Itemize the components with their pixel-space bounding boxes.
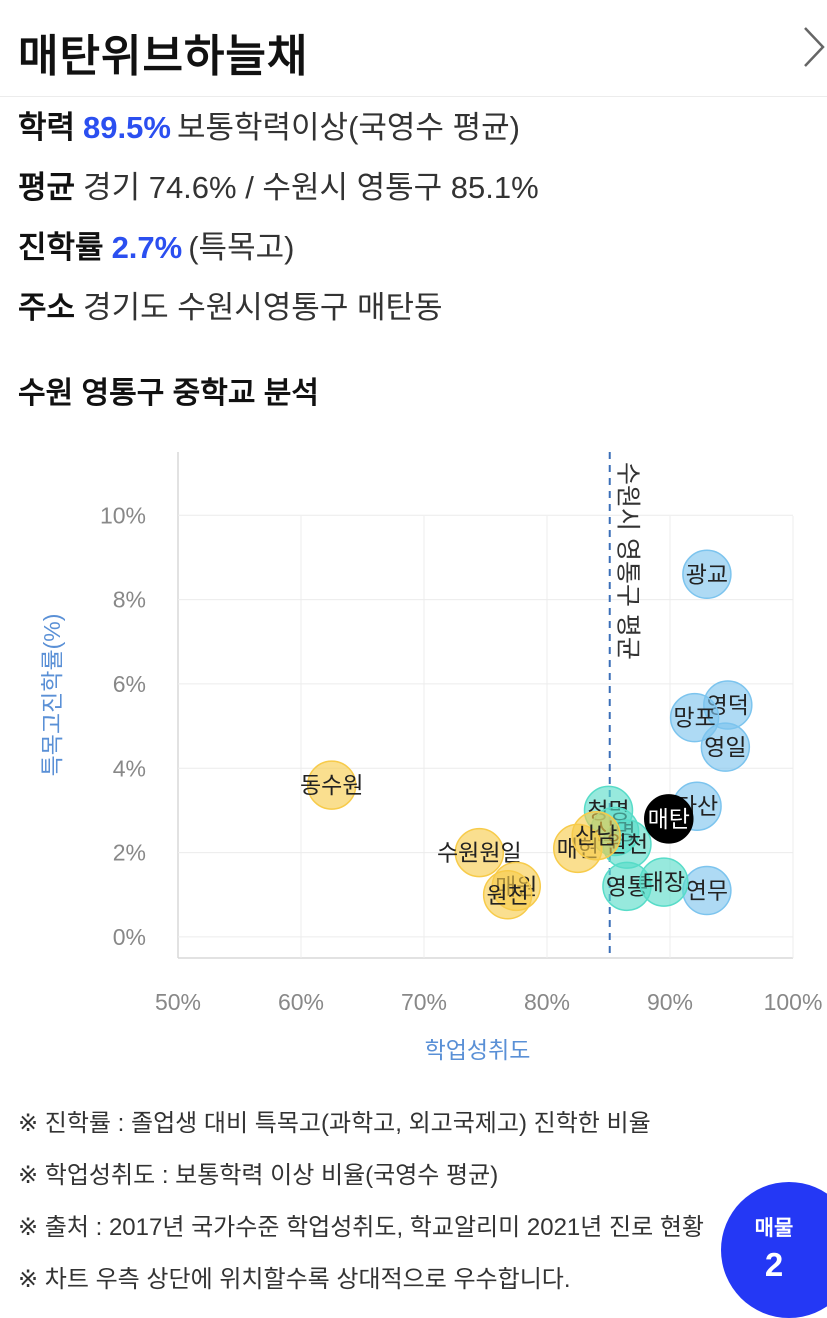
academic-desc: 보통학력이상(국영수 평균)	[176, 110, 520, 145]
data-point	[682, 549, 732, 600]
y-tick-label: 0%	[113, 924, 146, 950]
note-admission: ※ 진학률 : 졸업생 대비 특목고(과학고, 외고국제고) 진학한 비율	[18, 1110, 651, 1137]
academic-label: 학력	[18, 110, 76, 145]
x-tick-label: 100%	[764, 989, 823, 1015]
note-source: ※ 출처 : 2017년 국가수준 학업성취도, 학교알리미 2021년 진로 …	[18, 1214, 704, 1241]
address-label: 주소	[18, 290, 76, 325]
y-tick-label: 8%	[113, 587, 146, 613]
x-tick-label: 80%	[524, 989, 570, 1015]
data-point	[307, 760, 357, 810]
notes: ※ 진학률 : 졸업생 대비 특목고(과학고, 외고국제고) 진학한 비율 ※ …	[18, 1104, 704, 1312]
page-title: 매탄위브하늘채	[18, 32, 309, 81]
listings-label: 매물	[754, 1217, 794, 1240]
data-point-label: 연무	[686, 878, 728, 904]
average-desc: 경기 74.6% / 수원시 영통구 85.1%	[83, 170, 539, 205]
y-tick-label: 6%	[113, 671, 146, 697]
data-point-label: 수원원일	[437, 840, 522, 866]
header: 매탄위브하늘채	[0, 0, 827, 97]
address-desc: 경기도 수원시영통구 매탄동	[83, 290, 443, 325]
info-admission: 진학률 2.7% (특목고)	[18, 222, 294, 267]
chevron-right-icon[interactable]	[797, 22, 827, 72]
info-average: 평균 경기 74.6% / 수원시 영통구 85.1%	[18, 162, 539, 207]
y-tick-label: 10%	[100, 502, 146, 528]
note-interpretation: ※ 차트 우측 상단에 위치할수록 상대적으로 우수합니다.	[18, 1266, 571, 1293]
data-point	[571, 810, 621, 861]
data-point-label: 영일	[704, 734, 746, 760]
data-point	[644, 794, 694, 844]
data-point	[700, 722, 751, 772]
data-point-label: 매탄	[648, 806, 690, 832]
section-title: 수원 영통구 중학교 분석	[18, 377, 320, 410]
y-tick-label: 2%	[113, 840, 146, 866]
data-point	[454, 827, 505, 878]
info-academic: 학력 89.5% 보통학력이상(국영수 평균)	[18, 102, 520, 147]
x-axis-title: 학업성취도	[425, 1037, 531, 1063]
scatter-chart: 0% 2% 4% 6% 8% 10% 50% 60% 70% 80% 90% 100% 학업성취도 특목고…	[39, 452, 823, 1063]
x-tick-label: 90%	[647, 989, 693, 1015]
data-point-label: 동수원	[300, 772, 363, 798]
info-address: 주소 경기도 수원시영통구 매탄동	[18, 282, 443, 327]
data-point	[639, 857, 689, 907]
data-point-label: 태장	[643, 869, 685, 895]
data-point-label: 원천	[486, 882, 528, 908]
y-tick-label: 4%	[113, 755, 146, 781]
admission-label: 진학률	[18, 230, 104, 265]
data-point	[669, 692, 720, 743]
average-label: 평균	[18, 170, 76, 205]
academic-value: 89.5%	[83, 110, 171, 145]
x-tick-label: 70%	[401, 989, 447, 1015]
listings-count: 2	[764, 1246, 784, 1283]
data-point-label: 산남	[575, 823, 617, 849]
data-point-label: 망포	[673, 705, 715, 731]
listings-button[interactable]: 매물 2	[721, 1182, 827, 1318]
data-point-label: 광교	[686, 561, 728, 587]
x-tick-label: 50%	[155, 989, 201, 1015]
y-axis-title: 특목고진학률(%)	[39, 614, 65, 777]
admission-desc: (특목고)	[188, 230, 295, 265]
reference-line-label: 수원시 영통구 평균	[614, 462, 642, 660]
data-point	[482, 870, 533, 920]
note-achievement: ※ 학업성취도 : 보통학력 이상 비율(국영수 평균)	[18, 1162, 499, 1189]
admission-value: 2.7%	[111, 230, 183, 265]
x-tick-label: 60%	[278, 989, 324, 1015]
